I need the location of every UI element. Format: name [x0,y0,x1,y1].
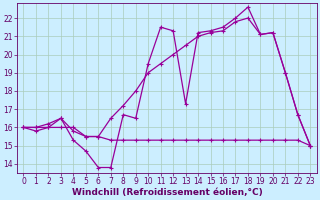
X-axis label: Windchill (Refroidissement éolien,°C): Windchill (Refroidissement éolien,°C) [72,188,262,197]
